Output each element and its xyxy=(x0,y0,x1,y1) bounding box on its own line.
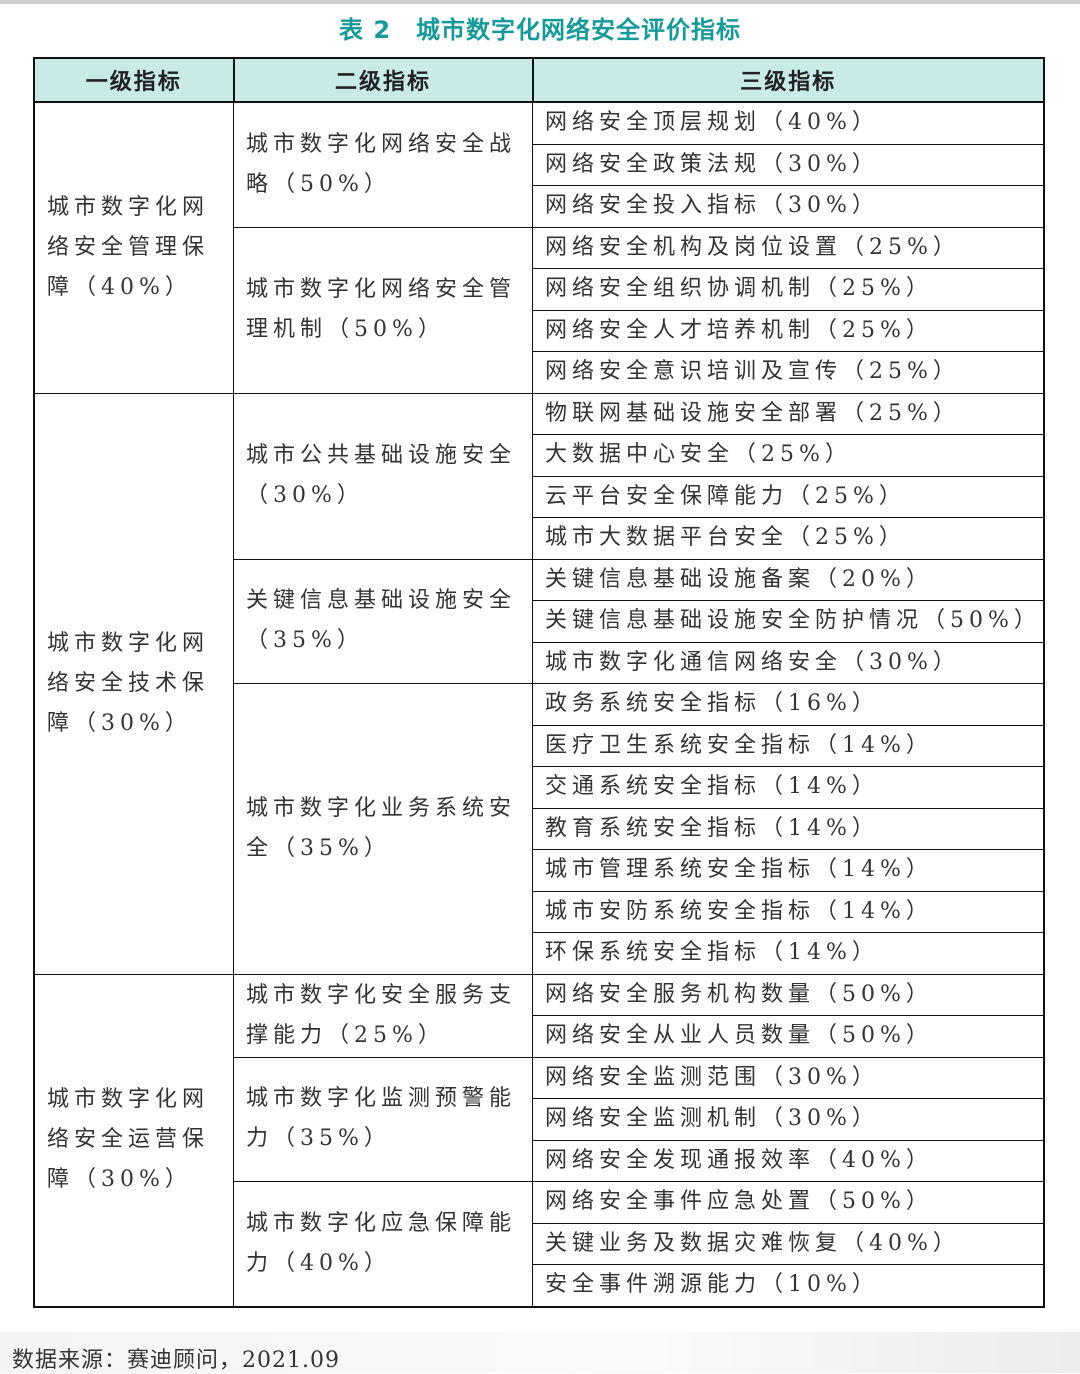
table-row: 城市安防系统安全指标（14%） xyxy=(34,890,1045,933)
level3-cell: 关键业务及数据灾难恢复（40%） xyxy=(532,1222,1045,1265)
level3-cell: 云平台安全保障能力（25%） xyxy=(532,475,1045,518)
table-row: 城市大数据平台安全（25%） xyxy=(34,517,1045,560)
level3-cell: 关键信息基础设施备案（20%） xyxy=(532,558,1045,601)
table-row: 教育系统安全指标（14%） xyxy=(34,807,1045,850)
table-row: 医疗卫生系统安全指标（14%） xyxy=(34,724,1045,767)
table-row: 网络安全发现通报效率（40%） xyxy=(34,1139,1045,1182)
table-row: 城市数字化网络安全运营保障（30%） 城市数字化安全服务支撑能力（25%） 网络安全… xyxy=(33,973,1045,1307)
level3-cell: 物联网基础设施安全部署（25%） xyxy=(532,392,1045,435)
table-row: 城市管理系统安全指标（14%） xyxy=(34,849,1045,892)
table-row: 城市数字化业务系统安全（35%） 政务系统安全指标（16%） xyxy=(34,683,1045,975)
level3-cell: 医疗卫生系统安全指标（14%） xyxy=(532,724,1045,767)
table-row: 网络安全人才培养机制（25%） xyxy=(34,309,1045,352)
level3-cell: 教育系统安全指标（14%） xyxy=(532,807,1045,850)
level1-cell: 城市数字化网络安全技术保障（30%） xyxy=(33,392,234,975)
level2-cell: 城市数字化网络安全管理机制（50%） xyxy=(233,226,533,394)
level3-cell: 交通系统安全指标（14%） xyxy=(532,766,1045,809)
level2-cell: 城市数字化网络安全战略（50%） xyxy=(233,101,533,228)
table-row: 城市数字化通信网络安全（30%） xyxy=(34,641,1045,684)
level1-cell: 城市数字化网络安全运营保障（30%） xyxy=(33,973,234,1307)
top-border xyxy=(0,0,1080,4)
table-row: 安全事件溯源能力（10%） xyxy=(34,1264,1045,1307)
evaluation-table: 一级指标 二级指标 三级指标 城市数字化网络安全管理保障（40%） 城市数字化网络… xyxy=(33,57,1045,1308)
level2-cell: 城市数字化应急保障能力（40%） xyxy=(233,1181,533,1307)
header-level1: 一级指标 xyxy=(33,57,235,103)
level3-cell: 网络安全服务机构数量（50%） xyxy=(532,973,1045,1016)
level3-cell: 网络安全组织协调机制（25%） xyxy=(532,268,1045,311)
footer-background xyxy=(0,1332,1080,1373)
level3-cell: 安全事件溯源能力（10%） xyxy=(532,1264,1045,1307)
level3-cell: 网络安全事件应急处置（50%） xyxy=(532,1181,1045,1224)
table-row: 网络安全投入指标（30%） xyxy=(34,185,1045,228)
table-row: 环保系统安全指标（14%） xyxy=(34,932,1045,975)
level3-cell: 环保系统安全指标（14%） xyxy=(532,932,1045,975)
level3-cell: 城市安防系统安全指标（14%） xyxy=(532,890,1045,933)
table-row: 网络安全意识培训及宣传（25%） xyxy=(34,351,1045,394)
level2-cell: 城市公共基础设施安全（30%） xyxy=(233,392,533,560)
level3-cell: 网络安全机构及岗位设置（25%） xyxy=(532,226,1045,269)
table-title: 表 2 城市数字化网络安全评价指标 xyxy=(338,16,742,44)
table-row: 城市数字化网络安全管理机制（50%） 网络安全机构及岗位设置（25%） xyxy=(34,226,1045,394)
level3-cell: 政务系统安全指标（16%） xyxy=(532,683,1045,726)
header-level3: 三级指标 xyxy=(531,57,1045,103)
level2-cell: 城市数字化监测预警能力（35%） xyxy=(233,1056,533,1182)
level3-cell: 城市大数据平台安全（25%） xyxy=(532,517,1045,560)
level3-cell: 网络安全从业人员数量（50%） xyxy=(532,1015,1045,1058)
level3-cell: 网络安全监测范围（30%） xyxy=(532,1056,1045,1099)
level3-cell: 关键信息基础设施安全防护情况（50%） xyxy=(532,600,1045,643)
level3-cell: 网络安全发现通报效率（40%） xyxy=(532,1139,1045,1182)
table-row: 交通系统安全指标（14%） xyxy=(34,766,1045,809)
table-row: 大数据中心安全（25%） xyxy=(34,434,1045,477)
level3-cell: 网络安全投入指标（30%） xyxy=(532,185,1045,228)
table-row: 城市数字化网络安全管理保障（40%） 城市数字化网络安全战略（50%） 网络安全顶层… xyxy=(33,101,1045,394)
level3-cell: 网络安全人才培养机制（25%） xyxy=(532,309,1045,352)
level2-cell: 关键信息基础设施安全（35%） xyxy=(233,558,533,684)
level3-cell: 大数据中心安全（25%） xyxy=(532,434,1045,477)
level2-cell: 城市数字化业务系统安全（35%） xyxy=(233,683,533,975)
table-row: 城市数字化监测预警能力（35%） 网络安全监测范围（30%） xyxy=(34,1056,1045,1182)
table-row: 云平台安全保障能力（25%） xyxy=(34,475,1045,518)
table-row: 网络安全政策法规（30%） xyxy=(34,143,1045,186)
level3-cell: 网络安全监测机制（30%） xyxy=(532,1098,1045,1141)
level2-cell: 城市数字化安全服务支撑能力（25%） xyxy=(233,973,533,1058)
table-row: 网络安全组织协调机制（25%） xyxy=(34,268,1045,311)
level3-cell: 网络安全政策法规（30%） xyxy=(532,143,1045,186)
table-row: 城市数字化应急保障能力（40%） 网络安全事件应急处置（50%） xyxy=(34,1181,1045,1307)
table-row: 网络安全从业人员数量（50%） xyxy=(34,1015,1045,1058)
level3-cell: 网络安全顶层规划（40%） xyxy=(532,101,1045,145)
table-row: 城市数字化网络安全技术保障（30%） 城市公共基础设施安全（30%） 物联网基础设施… xyxy=(33,392,1045,975)
level3-cell: 城市数字化通信网络安全（30%） xyxy=(532,641,1045,684)
table-row: 网络安全监测机制（30%） xyxy=(34,1098,1045,1141)
data-source: 数据来源：赛迪顾问，2021.09 xyxy=(12,1348,340,1373)
level1-cell: 城市数字化网络安全管理保障（40%） xyxy=(33,101,234,394)
header-row: 一级指标 二级指标 三级指标 xyxy=(33,57,1045,103)
level3-cell: 城市管理系统安全指标（14%） xyxy=(532,849,1045,892)
header-level2: 二级指标 xyxy=(232,57,534,103)
level3-cell: 网络安全意识培训及宣传（25%） xyxy=(532,351,1045,394)
